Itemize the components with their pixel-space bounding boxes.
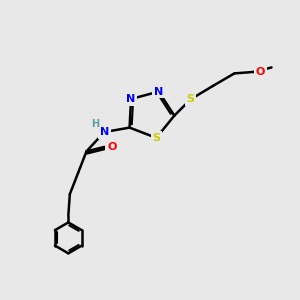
Text: S: S xyxy=(152,133,160,143)
Text: N: N xyxy=(154,87,164,97)
Text: H: H xyxy=(91,119,99,129)
Text: N: N xyxy=(126,94,136,104)
Text: O: O xyxy=(107,142,116,152)
Text: N: N xyxy=(100,127,109,137)
Text: S: S xyxy=(187,94,195,104)
Text: O: O xyxy=(256,67,265,77)
